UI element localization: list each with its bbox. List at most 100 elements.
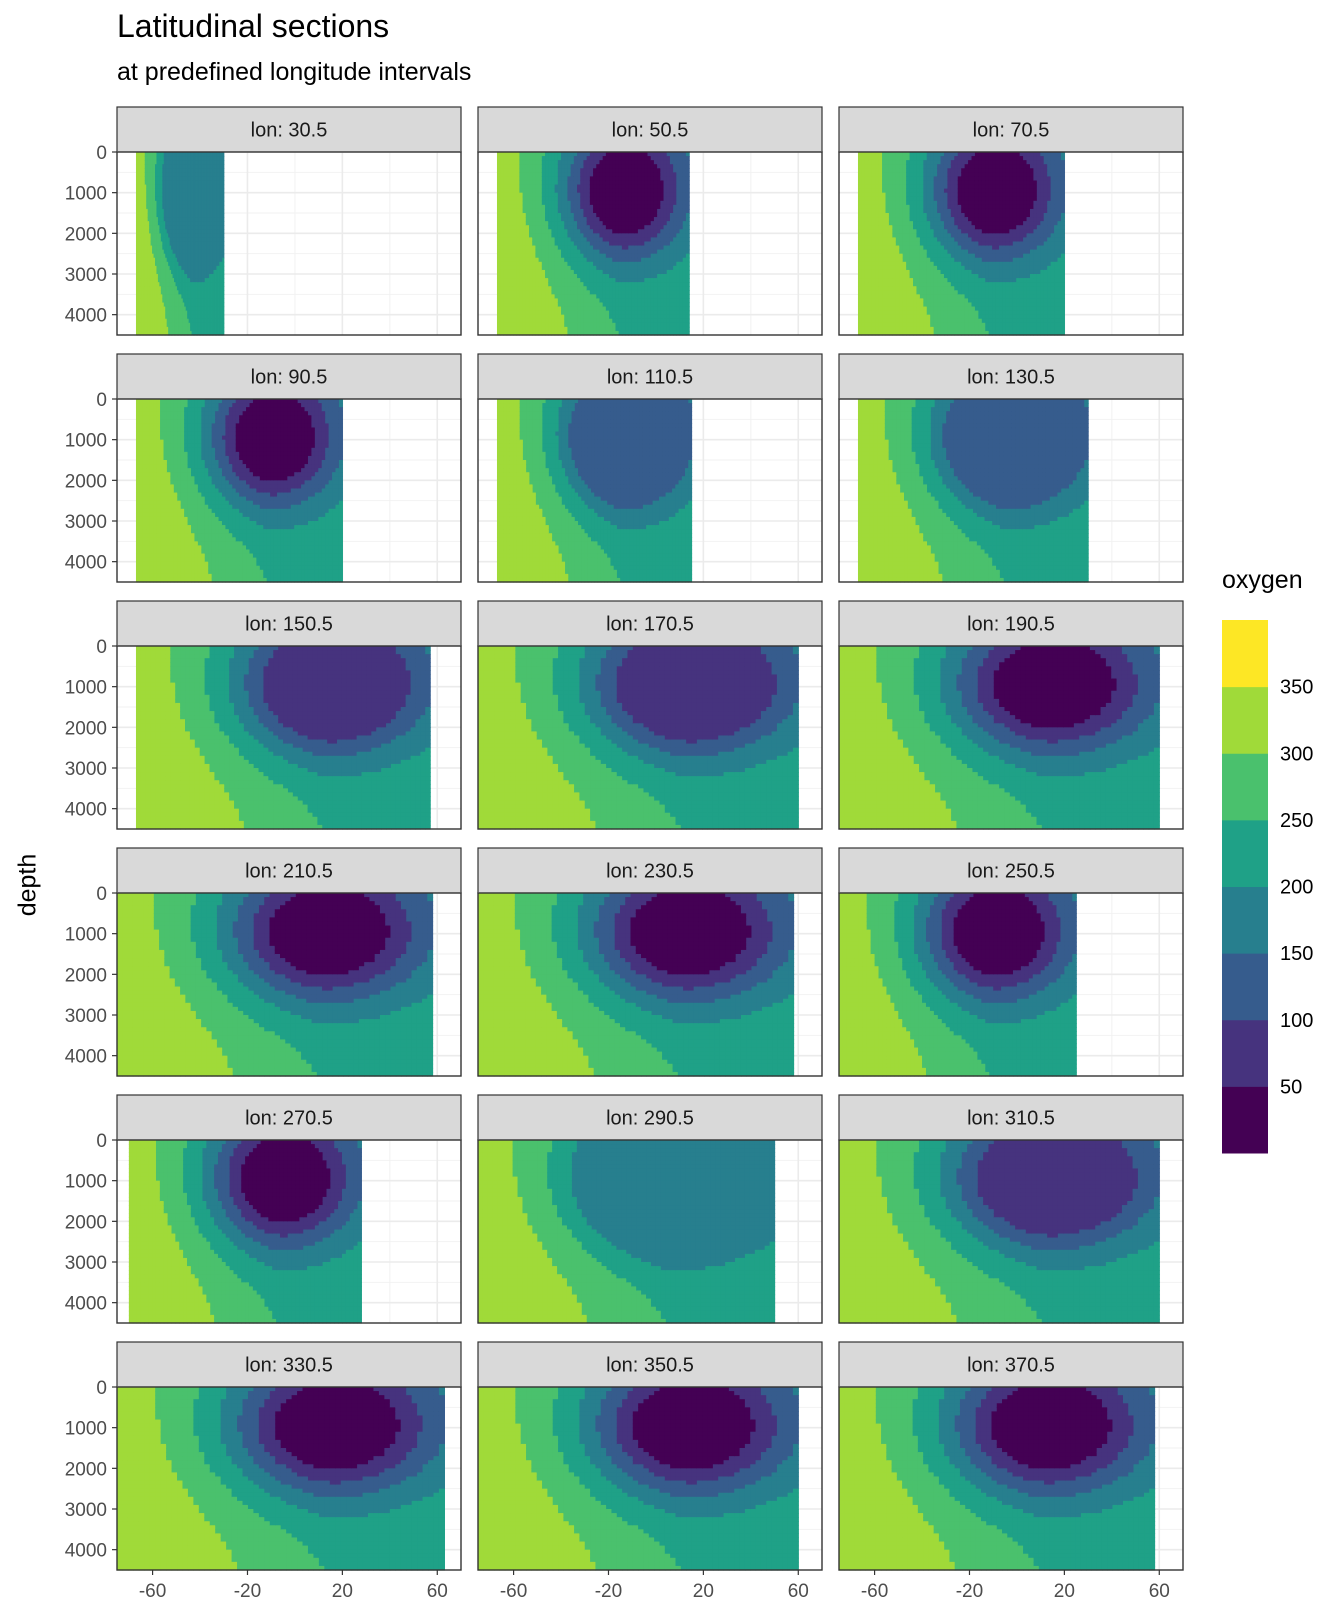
oxygen-cell — [143, 168, 146, 173]
oxygen-cell — [154, 156, 158, 161]
oxygen-cell — [165, 310, 168, 316]
oxygen-cell — [141, 192, 144, 198]
oxygen-cell — [162, 249, 165, 255]
oxygen-cell — [165, 204, 168, 210]
oxygen-cell — [144, 322, 147, 328]
oxygen-cell — [157, 290, 160, 295]
oxygen-cell — [159, 326, 162, 332]
oxygen-cell — [137, 221, 140, 226]
oxygen-cell — [169, 306, 172, 312]
oxygen-cell — [159, 204, 162, 210]
oxygen-cell — [152, 156, 155, 161]
oxygen-cell — [168, 225, 171, 230]
oxygen-cell — [172, 168, 175, 173]
oxygen-cell — [156, 152, 159, 157]
oxygen-cell — [137, 326, 140, 332]
oxygen-cell — [166, 217, 169, 222]
oxygen-cell — [166, 294, 169, 299]
oxygen-cell — [144, 241, 147, 247]
oxygen-cell — [135, 290, 139, 295]
oxygen-cell — [141, 188, 144, 194]
oxygen-cell — [149, 318, 152, 324]
oxygen-cell — [153, 168, 156, 173]
oxygen-cell — [141, 172, 144, 177]
oxygen-cell — [153, 257, 156, 263]
oxygen-cell — [163, 261, 166, 267]
oxygen-cell — [146, 237, 149, 243]
oxygen-cell — [154, 330, 158, 336]
oxygen-cell — [138, 253, 141, 259]
oxygen-cell — [137, 257, 140, 263]
oxygen-cell — [152, 306, 155, 312]
oxygen-cell — [143, 245, 146, 251]
oxygen-cell — [138, 286, 141, 291]
oxygen-cell — [138, 225, 141, 230]
oxygen-cell — [163, 310, 166, 316]
oxygen-cell — [137, 184, 140, 190]
oxygen-cell — [157, 225, 160, 230]
oxygen-cell — [137, 200, 140, 206]
oxygen-cell — [156, 253, 159, 259]
oxygen-cell — [163, 221, 166, 226]
oxygen-cell — [154, 253, 158, 259]
oxygen-cell — [163, 192, 166, 198]
oxygen-cell — [140, 152, 143, 157]
oxygen-cell — [157, 188, 160, 194]
oxygen-cell — [222, 257, 225, 263]
oxygen-cell — [157, 208, 160, 214]
oxygen-cell — [137, 249, 140, 255]
oxygen-cell — [222, 208, 225, 214]
oxygen-cell — [144, 233, 147, 238]
oxygen-cell — [143, 172, 146, 177]
oxygen-cell — [149, 180, 152, 186]
oxygen-cell — [143, 164, 146, 169]
oxygen-cell — [147, 204, 150, 210]
oxygen-cell — [175, 172, 178, 177]
oxygen-cell — [168, 265, 171, 271]
oxygen-cell — [159, 184, 162, 190]
oxygen-cell — [135, 188, 139, 194]
oxygen-cell — [143, 306, 146, 312]
oxygen-cell — [135, 237, 139, 243]
oxygen-cell — [150, 306, 153, 312]
oxygen-cell — [152, 213, 155, 218]
oxygen-cell — [149, 278, 152, 283]
oxygen-cell — [157, 286, 160, 291]
oxygen-cell — [168, 160, 171, 165]
oxygen-cell — [168, 237, 171, 243]
oxygen-cell — [146, 221, 149, 226]
oxygen-cell — [138, 290, 141, 295]
oxygen-cell — [163, 314, 166, 320]
oxygen-cell — [141, 204, 144, 210]
oxygen-cell — [163, 168, 166, 173]
oxygen-cell — [152, 257, 155, 263]
oxygen-cell — [172, 180, 175, 186]
oxygen-cell — [162, 168, 165, 173]
oxygen-cell — [165, 168, 168, 173]
oxygen-cell — [152, 286, 155, 291]
oxygen-cell — [137, 172, 140, 177]
oxygen-cell — [138, 152, 141, 157]
oxygen-cell — [163, 208, 166, 214]
oxygen-cell — [163, 184, 166, 190]
oxygen-cell — [138, 196, 141, 202]
oxygen-cell — [172, 306, 175, 312]
oxygen-cell — [141, 229, 144, 234]
oxygen-cell — [172, 257, 175, 263]
oxygen-cell — [166, 172, 169, 177]
oxygen-cell — [165, 213, 168, 218]
oxygen-cell — [144, 225, 147, 230]
oxygen-cell — [160, 257, 163, 263]
oxygen-cell — [165, 156, 168, 161]
oxygen-cell — [153, 245, 156, 251]
oxygen-cell — [135, 164, 139, 169]
oxygen-cell — [172, 253, 175, 259]
oxygen-cell — [146, 245, 149, 251]
oxygen-cell — [156, 192, 159, 198]
oxygen-cell — [144, 290, 147, 295]
oxygen-cell — [160, 196, 163, 202]
oxygen-cell — [222, 172, 225, 177]
oxygen-cell — [172, 282, 175, 287]
oxygen-cell — [146, 310, 149, 316]
oxygen-cell — [222, 302, 225, 308]
